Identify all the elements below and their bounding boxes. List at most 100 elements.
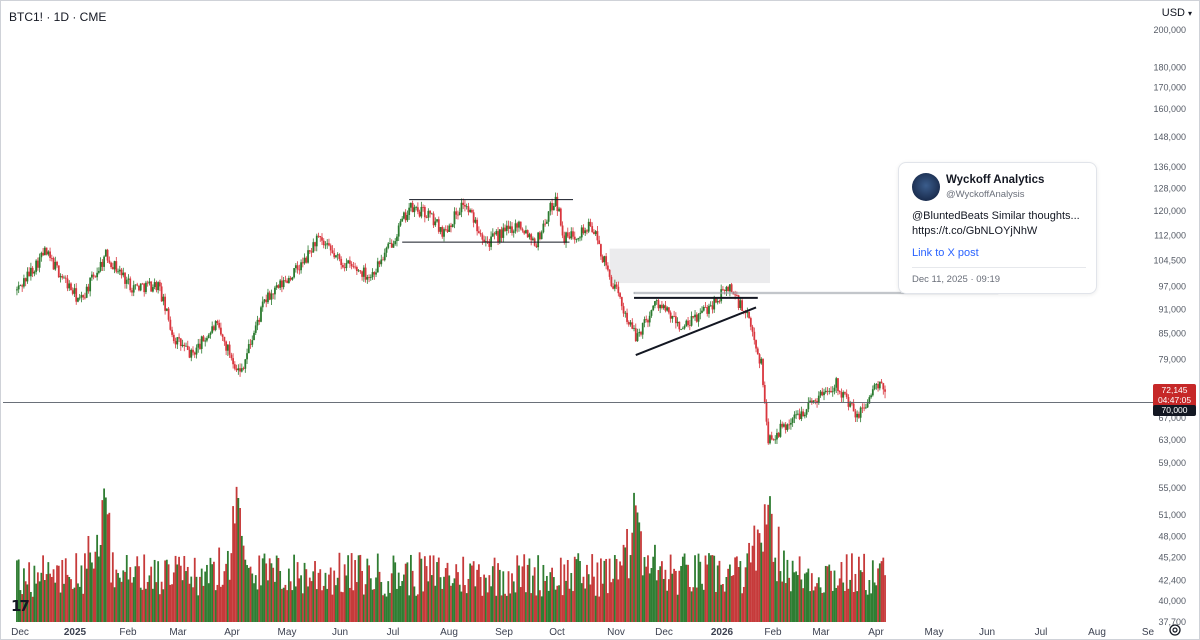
volume-bar — [218, 547, 221, 622]
volume-bar — [831, 590, 834, 622]
candle-body — [244, 359, 247, 369]
volume-bar — [795, 571, 798, 622]
price-tick-label: 136,000 — [1153, 162, 1186, 172]
candle-body — [369, 277, 372, 278]
volume-bar — [716, 565, 719, 622]
volume-bar — [491, 566, 494, 622]
volume-bar — [305, 569, 308, 622]
volume-bar — [732, 575, 735, 622]
candle-body — [837, 378, 839, 392]
settings-gear-icon[interactable] — [1168, 623, 1182, 637]
volume-bar — [540, 596, 543, 622]
volume-bar — [687, 564, 689, 622]
volume-bar — [155, 582, 158, 622]
candle-body — [739, 300, 742, 308]
candle-body — [376, 261, 379, 273]
volume-bar — [253, 583, 255, 622]
candle-body — [465, 206, 468, 208]
candle-body — [629, 322, 632, 325]
time-tick-label: Nov — [607, 627, 625, 638]
last-price-value: 72,145 — [1161, 385, 1188, 395]
candle-body — [636, 333, 639, 342]
tweet-card[interactable]: Wyckoff Analytics @WyckoffAnalysis @Blun… — [898, 162, 1097, 294]
tradingview-logo-icon[interactable]: 17 — [11, 597, 30, 615]
volume-bar — [23, 568, 25, 622]
volume-bar — [352, 590, 355, 622]
volume-bar — [56, 565, 58, 622]
candle-body — [523, 230, 526, 234]
candle-body — [788, 424, 791, 426]
volume-bar — [545, 575, 548, 622]
candle-body — [125, 279, 128, 284]
volume-bar — [669, 554, 672, 622]
price-tick-label: 170,000 — [1153, 83, 1186, 93]
volume-bar — [200, 568, 203, 622]
candle-body — [314, 242, 316, 247]
candle-body — [111, 267, 114, 270]
volume-bar — [451, 583, 454, 622]
author-avatar — [912, 173, 940, 201]
candle-body — [108, 260, 111, 263]
volume-bar — [727, 568, 730, 622]
volume-bar — [479, 577, 482, 622]
volume-bar — [535, 595, 538, 622]
candle-body — [293, 268, 296, 278]
candle-body — [589, 221, 592, 227]
volume-bar — [594, 595, 597, 622]
candle-body — [661, 304, 663, 309]
volume-bar — [715, 591, 717, 622]
candle-body — [624, 312, 627, 314]
candle-body — [758, 354, 761, 364]
volume-bar — [851, 553, 853, 622]
volume-bar — [204, 571, 207, 622]
candle-body — [828, 390, 831, 392]
candle-body — [509, 226, 512, 229]
volume-bar — [556, 585, 559, 622]
volume-bar — [561, 595, 564, 622]
volume-bar — [289, 581, 292, 622]
candle-body — [697, 314, 700, 322]
volume-bar — [723, 591, 726, 622]
candle-body — [94, 276, 97, 278]
candle-body — [167, 308, 170, 320]
volume-bar — [120, 581, 123, 622]
candle-body — [727, 286, 730, 292]
candle-body — [878, 381, 881, 389]
volume-bar — [544, 580, 547, 622]
volume-bar — [565, 580, 567, 622]
candle-body — [218, 322, 221, 328]
candle-body — [453, 211, 456, 225]
volume-bar — [493, 557, 496, 622]
candle-body — [497, 231, 499, 242]
candle-body — [423, 207, 426, 218]
volume-bar — [418, 552, 421, 622]
volume-bar — [319, 569, 322, 622]
volume-bar — [704, 555, 707, 622]
volume-bar — [779, 571, 782, 622]
tweet-link[interactable]: Link to X post — [912, 247, 979, 259]
volume-bar — [631, 532, 634, 622]
price-tick-label: 40,000 — [1158, 596, 1186, 606]
volume-bar — [420, 558, 423, 622]
candle-body — [300, 262, 302, 271]
volume-bar — [589, 584, 592, 622]
volume-bar — [416, 594, 419, 622]
currency-selector[interactable]: USD ▾ — [1162, 7, 1192, 19]
volume-bar — [856, 591, 859, 622]
volume-bar — [404, 563, 407, 622]
candle-body — [448, 225, 451, 232]
candle-body — [380, 259, 383, 265]
candle-body — [613, 284, 616, 289]
volume-bar — [422, 591, 425, 622]
candle-body — [232, 358, 234, 365]
volume-bar — [375, 577, 377, 622]
candle-body — [270, 293, 273, 300]
volume-bar — [824, 565, 827, 622]
candle-body — [29, 267, 32, 277]
candle-body — [104, 249, 107, 257]
symbol-title[interactable]: BTC1! · 1D · CME — [9, 10, 107, 24]
volume-bar — [835, 587, 838, 622]
volume-bar — [298, 578, 301, 622]
volume-bar — [190, 576, 193, 622]
